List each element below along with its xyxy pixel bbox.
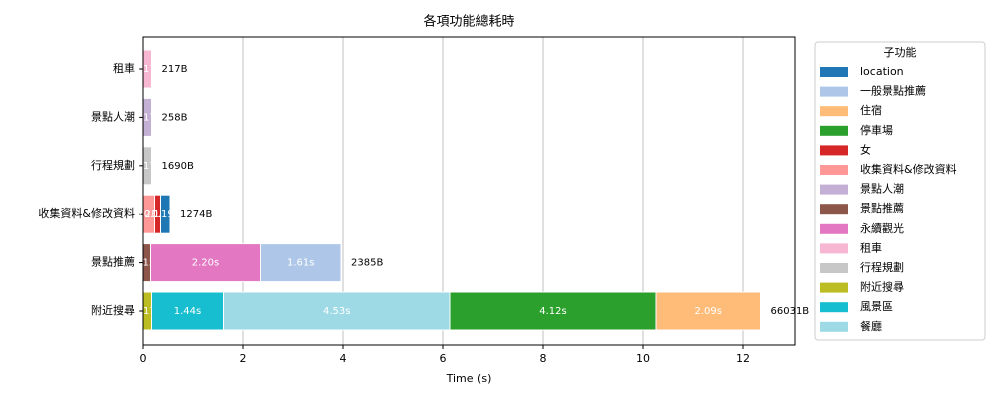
legend-title: 子功能 [884,45,917,59]
plot-frame [142,36,796,346]
segment-label: 0.12s [144,209,171,220]
legend-label: 女 [860,142,871,156]
segment-label: 1.61s [287,258,314,269]
legend-box [814,41,986,341]
legend-label: 租車 [860,240,882,254]
bar-segment [223,291,451,331]
bar-segment [655,291,761,331]
segment-label: 2.20s [192,258,219,269]
bar-annotation: 1274B [180,209,212,220]
legend-swatch [820,184,848,195]
y-tick-label: 行程規劃 [91,158,135,172]
bar-annotation: 217B [162,64,188,75]
x-tick-label: 0 [140,352,147,365]
segment-label: 0.17s [134,112,161,123]
legend-label: 餐廳 [860,319,882,333]
legend-swatch [820,282,848,293]
legend-swatch [820,243,848,254]
legend-swatch [820,106,848,117]
segment-label: 0.17s [134,306,161,317]
x-axis-label: Time (s) [446,372,492,385]
bar-segment [449,291,657,331]
legend-label: location [860,65,904,78]
x-tick-label: 6 [440,352,447,365]
legend-label: 一般景點推薦 [860,84,926,98]
bar-segment [160,194,171,234]
y-tick-label: 收集資料&修改資料 [38,206,135,220]
legend-label: 收集資料&修改資料 [860,162,957,176]
legend-swatch [820,125,848,136]
legend-label: 永續觀光 [860,221,904,235]
x-tick-label: 8 [540,352,547,365]
legend-swatch [820,204,848,215]
segment-label: 0.19s [152,209,179,220]
legend-label: 附近搜尋 [860,280,904,294]
legend-swatch [820,223,848,234]
legend-label: 行程規劃 [860,260,904,274]
bar-annotation: 66031B [771,306,810,317]
legend-swatch [820,302,848,313]
legend-swatch [820,86,848,97]
bar-annotation: 2385B [351,258,383,269]
legend-swatch [820,67,848,77]
x-tick-label: 2 [240,352,247,365]
legend-label: 景點人潮 [860,182,904,196]
legend-swatch [820,145,848,156]
x-tick-label: 10 [636,352,650,365]
segment-label: 0.17s [134,64,161,75]
segment-label: 0.23s [135,209,162,220]
legend-swatch [820,321,848,332]
x-tick-label: 12 [736,352,750,365]
segment-label: 4.53s [323,306,350,317]
legend-label: 停車場 [860,123,893,137]
segment-label: 0.17s [134,161,161,172]
y-tick-label: 景點人潮 [91,109,135,123]
y-tick-label: 租車 [113,61,135,75]
bar-segment [150,243,261,283]
bar-segment [260,243,342,283]
y-tick-label: 附近搜尋 [91,303,135,317]
y-tick-label: 景點推薦 [91,255,135,269]
bar-annotation: 1690B [162,161,194,172]
legend-label: 風景區 [860,300,893,313]
segment-label: 0.15s [133,258,160,269]
segment-label: 2.09s [695,306,722,317]
x-tick-label: 4 [340,352,347,365]
legend-swatch [820,263,848,273]
bar-annotation: 258B [162,112,188,123]
legend-label: 景點推薦 [860,201,904,215]
segment-label: 1.44s [174,306,201,317]
segment-label: 4.12s [539,306,566,317]
legend-swatch [820,165,848,175]
chart-title: 各項功能總耗時 [423,14,514,30]
legend-label: 住宿 [860,103,882,117]
